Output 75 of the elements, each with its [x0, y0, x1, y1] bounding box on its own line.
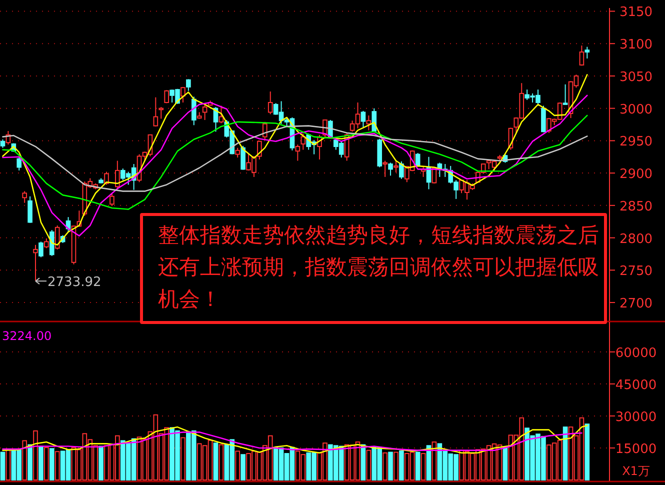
line-series: [2, 432, 582, 451]
candlestick: [153, 96, 158, 127]
candlestick: [28, 196, 32, 224]
y-tick-label: 3050: [619, 70, 653, 85]
candlestick: [579, 45, 584, 66]
bar: [366, 450, 372, 480]
candlestick: [191, 96, 196, 126]
candlestick: [268, 91, 273, 115]
candlestick: [16, 157, 22, 171]
candlestick: [366, 114, 372, 131]
bar: [180, 437, 186, 480]
candlestick: [158, 106, 164, 120]
bar: [584, 424, 590, 480]
bar: [54, 451, 60, 480]
candlestick: [22, 190, 27, 204]
candlestick: [54, 224, 60, 250]
bar: [33, 430, 38, 480]
y-tick-label: 45000: [615, 378, 657, 393]
bar: [49, 448, 54, 480]
candlestick: [257, 140, 262, 160]
candlestick: [218, 105, 224, 124]
bar: [240, 454, 246, 480]
y-tick-label: 2950: [619, 134, 653, 150]
y-tick-label: 2700: [619, 296, 653, 312]
candlestick: [164, 90, 169, 104]
candlestick: [110, 192, 114, 207]
y-tick-label: 3000: [619, 102, 653, 118]
bar: [44, 447, 49, 480]
candlestick: [33, 244, 38, 282]
y-tick-label: 3150: [619, 5, 653, 20]
candlestick: [44, 238, 49, 249]
annotation: 3224.00: [2, 329, 52, 343]
candlestick: [382, 160, 388, 178]
y-tick-label: 2850: [619, 199, 653, 214]
candlestick: [541, 105, 546, 133]
y-tick-label: 2900: [619, 167, 653, 182]
bar: [0, 452, 6, 480]
y-tick-label: 2750: [619, 264, 653, 280]
candlestick: [38, 241, 44, 258]
bar: [28, 444, 32, 480]
bar: [235, 450, 240, 480]
candlestick: [235, 147, 240, 158]
bar: [382, 452, 388, 480]
candlestick: [240, 145, 246, 170]
y-tick-label: 30000: [615, 410, 657, 425]
bar: [420, 453, 426, 480]
y-tick-label: 15000: [615, 442, 657, 457]
candlestick: [180, 86, 186, 104]
y-tick-label: 2800: [619, 232, 653, 247]
candlestick: [394, 160, 398, 173]
line-series: [2, 424, 588, 454]
bar: [218, 444, 224, 480]
bar: [394, 452, 398, 480]
candlestick: [115, 160, 120, 188]
candlestick: [300, 133, 306, 150]
bar: [415, 452, 420, 480]
bar: [388, 452, 393, 480]
note-box: 整体指数走势依然趋势良好，短线指数震荡之后还有上涨预期，指数震荡回调依然可以把握低吸机会！: [140, 213, 607, 324]
candlestick: [399, 160, 404, 180]
candlestick: [584, 46, 590, 59]
y-axis-title: X1万: [622, 464, 650, 478]
candlestick: [186, 78, 191, 92]
y-tick-label: 3100: [619, 38, 653, 53]
bar: [98, 446, 104, 480]
candlestick: [360, 110, 366, 128]
candlestick: [295, 144, 300, 162]
candlestick: [388, 162, 393, 176]
candlestick: [562, 84, 568, 105]
bar: [38, 446, 44, 480]
bar: [22, 440, 27, 480]
y-tick-label: 60000: [615, 346, 657, 361]
annotation: 2733.92: [48, 275, 102, 290]
bar: [399, 450, 404, 480]
candlestick: [202, 103, 208, 120]
bar: [213, 442, 218, 480]
